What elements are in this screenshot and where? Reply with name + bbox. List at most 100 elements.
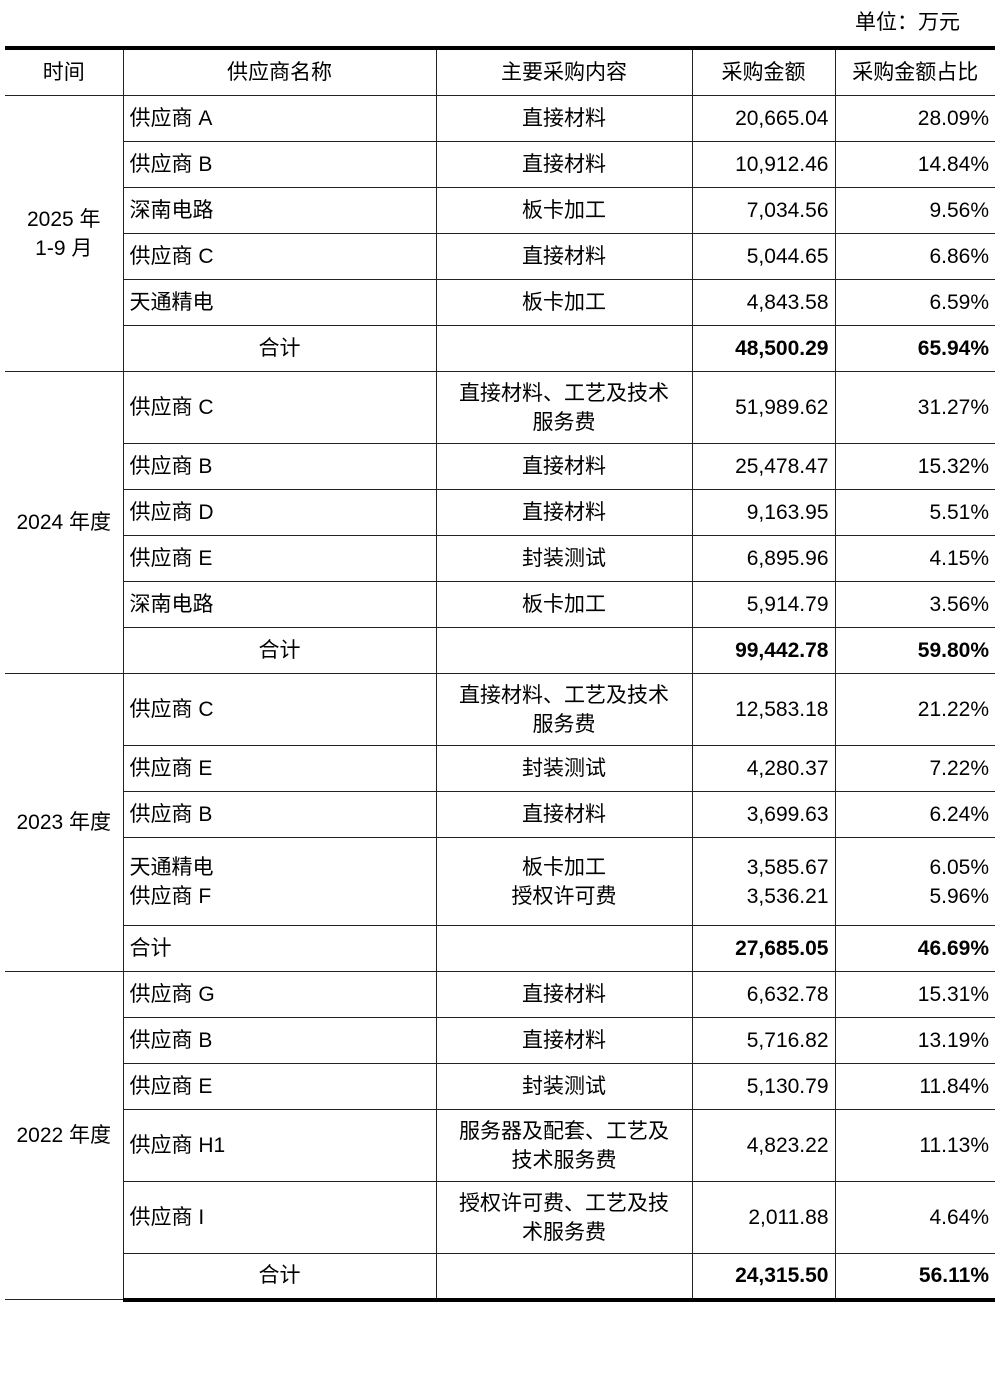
table-row: 深南电路 板卡加工 7,034.56 9.56% (5, 187, 995, 234)
supplier-name: 供应商 G (122, 971, 437, 1018)
table-row: 供应商 D 直接材料 9,163.95 5.51% (5, 489, 995, 536)
purchase-content: 直接材料、工艺及技术 服务费 (435, 673, 693, 746)
supplier-name: 供应商 B (123, 1017, 437, 1064)
table-row: 2023 年度 供应商 C 直接材料、工艺及技术 服务费 12,583.18 21.22% (5, 673, 995, 972)
total-label: 合计 (123, 925, 437, 972)
purchase-content: 直接材料 (435, 233, 693, 280)
text-line: 服务费 (532, 410, 596, 434)
purchase-content: 直接材料 (435, 489, 693, 536)
purchase-share-text: 5.51% (929, 501, 989, 524)
supplier-name: 供应商 C (123, 233, 437, 280)
period-group-1: 2024 年度 供应商 C 直接材料、工艺及技术 服务费 51,989.62 31.27%… (5, 371, 995, 674)
supplier-name-text: 供应商 E (129, 757, 213, 780)
supplier-name-text: 供应商 F (129, 884, 212, 908)
purchase-amount: 4,843.58 (691, 279, 836, 326)
purchase-content-text: 直接材料 (522, 983, 606, 1006)
total-row: 合计 27,685.05 46.69% (5, 925, 995, 972)
purchase-amount: 4,823.22 (691, 1109, 836, 1182)
period-group-3: 2022 年度 供应商 G 直接材料 6,632.78 15.31% 供应商 B 直接材料 5… (5, 971, 995, 1302)
purchase-content: 直接材料 (435, 443, 693, 490)
purchase-share: 4.15% (834, 535, 995, 582)
purchase-content: 直接材料、工艺及技术 服务费 (435, 371, 693, 444)
total-label: 合计 (123, 325, 437, 372)
purchase-share: 15.31% (834, 971, 995, 1018)
supplier-name: 供应商 B (123, 791, 437, 838)
supplier-name-text: 供应商 A (129, 107, 213, 130)
purchase-content: 直接材料 (435, 971, 693, 1018)
purchase-content-text: 封装测试 (522, 757, 606, 780)
purchase-share: 11.13% (834, 1109, 995, 1182)
total-row: 合计 48,500.29 65.94% (5, 325, 995, 372)
purchase-share: 9.56% (834, 187, 995, 234)
table-row: 供应商 B 直接材料 5,716.82 13.19% (5, 1017, 995, 1064)
header-time: 时间 (5, 47, 124, 96)
purchase-share: 5.51% (834, 489, 995, 536)
table-row: 2022 年度 供应商 G 直接材料 6,632.78 15.31% (5, 971, 995, 1300)
purchase-share-text: 6.05% (929, 855, 989, 879)
purchase-amount: 51,989.62 (691, 371, 836, 444)
supplier-name-text: 供应商 C (129, 698, 214, 721)
purchase-content-text: 板卡加工 (522, 855, 606, 879)
total-content-empty (435, 325, 693, 372)
supplier-name: 供应商 C (122, 673, 437, 746)
total-amount: 27,685.05 (691, 925, 836, 972)
purchase-share-text: 28.09% (917, 107, 989, 130)
purchase-share-text: 6.86% (929, 245, 989, 268)
purchase-share: 13.19% (834, 1017, 995, 1064)
supplier-name: 供应商 D (123, 489, 437, 536)
purchase-content-text: 封装测试 (522, 1075, 606, 1098)
purchase-share: 28.09% (834, 95, 995, 142)
supplier-name: 供应商 E (123, 1063, 437, 1110)
header-row: 时间 供应商名称 主要采购内容 采购金额 采购金额占比 (5, 47, 995, 96)
purchase-content-text: 板卡加工 (522, 593, 606, 616)
purchase-amount-text: 10,912.46 (735, 153, 829, 176)
purchase-content: 直接材料 (435, 1017, 693, 1064)
supplier-purchase-table: 时间 供应商名称 主要采购内容 采购金额 采购金额占比 2025 年 1-9 月供… (5, 46, 995, 1302)
purchase-content-text: 直接材料 (522, 153, 606, 176)
supplier-name: 供应商 E (123, 535, 437, 582)
supplier-name-text: 供应商 B (129, 153, 213, 176)
supplier-name-text: 供应商 B (129, 1029, 213, 1052)
supplier-name-text: 深南电路 (129, 199, 214, 222)
supplier-name-text: 供应商 B (129, 455, 213, 478)
table-row: 2025 年 1-9 月 供应商 A 直接材料 20,665.04 28.09% (5, 95, 995, 372)
text-line: 2024 年度 (16, 511, 112, 534)
total-content-empty (435, 925, 693, 972)
table-row: 供应商 E 封装测试 5,130.79 11.84% (5, 1063, 995, 1110)
purchase-amount: 10,912.46 (691, 141, 836, 188)
table-row: 供应商 C 直接材料 5,044.65 6.86% (5, 233, 995, 280)
purchase-content: 板卡加工 (435, 581, 693, 628)
purchase-share-text: 14.84% (917, 153, 989, 176)
purchase-share: 31.27% (834, 371, 995, 444)
purchase-content: 直接材料 (435, 95, 693, 142)
purchase-content: 直接材料 (435, 141, 693, 188)
purchase-share-text: 11.13% (919, 1134, 989, 1157)
purchase-share: 21.22% (834, 673, 995, 746)
total-amount: 99,442.78 (691, 627, 836, 674)
purchase-amount-text: 4,843.58 (746, 291, 829, 314)
supplier-name: 供应商 A (122, 95, 437, 142)
purchase-share-text: 6.59% (929, 291, 989, 314)
purchase-amount-text: 25,478.47 (735, 455, 829, 478)
table-row: 供应商 E 封装测试 6,895.96 4.15% (5, 535, 995, 582)
table-row: 供应商 B 直接材料 25,478.47 15.32% (5, 443, 995, 490)
purchase-amount: 7,034.56 (691, 187, 836, 234)
supplier-name: 供应商 B (123, 141, 437, 188)
purchase-amount-text: 7,034.56 (746, 199, 829, 222)
purchase-amount-text: 5,130.79 (746, 1075, 829, 1098)
table-row: 供应商 I 授权许可费、工艺及技 术服务费 2,011.88 4.64% (5, 1181, 995, 1254)
total-share: 46.69% (834, 925, 995, 972)
table-row: 供应商 B 直接材料 3,699.63 6.24% (5, 791, 995, 838)
total-share: 59.80% (834, 627, 995, 674)
supplier-name-text: 供应商 D (129, 501, 214, 524)
purchase-share: 6.24% (834, 791, 995, 838)
purchase-amount-text: 2,011.88 (748, 1206, 829, 1229)
supplier-name: 深南电路 (123, 187, 437, 234)
supplier-name: 供应商 I (123, 1181, 437, 1254)
purchase-amount: 2,011.88 (691, 1181, 836, 1254)
purchase-amount-text: 3,585.67 (746, 855, 829, 879)
total-amount: 24,315.50 (691, 1253, 836, 1302)
text-line: 1-9 月 (35, 236, 93, 260)
purchase-amount: 4,280.37 (691, 745, 836, 792)
purchase-share-text: 6.24% (929, 803, 989, 826)
